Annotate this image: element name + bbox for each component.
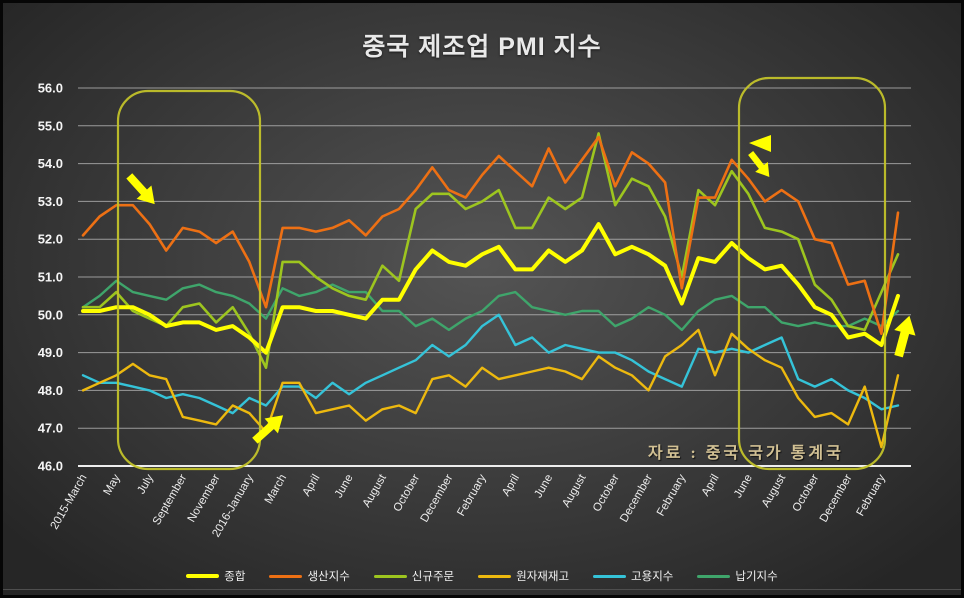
x-axis-tick: October — [591, 472, 622, 514]
y-axis-tick: 50.0 — [38, 307, 63, 322]
x-axis-tick: July — [136, 472, 157, 496]
series-line-delivery — [81, 279, 900, 332]
x-axis-tick: February — [655, 472, 689, 518]
x-axis-tick: June — [333, 473, 356, 501]
legend-label-delivery: 납기지수 — [735, 571, 778, 583]
x-axis-tick: April — [700, 473, 722, 499]
highlight-rect-2018 — [737, 76, 887, 471]
legend-item-delivery: 납기지수 — [697, 568, 778, 584]
chart-title: 중국 제조업 PMI 지수 — [362, 33, 602, 61]
legend-swatch-employment — [593, 574, 627, 578]
legend-label-employment: 고용지수 — [631, 571, 674, 583]
chart-canvas: 56.0 55.0 54.0 53.0 52.0 51.0 50.0 49.0 48.0 47.0… — [38, 76, 916, 539]
x-axis-tick: June — [532, 473, 555, 501]
y-axis-tick: 55.0 — [38, 118, 63, 133]
x-axis-tick: May — [102, 472, 123, 497]
legend-label-composite: 종합 — [224, 571, 246, 583]
x-axis-tick: October — [391, 472, 422, 514]
series-line-new-orders — [81, 132, 900, 370]
x-axis-tick: August — [560, 472, 589, 510]
x-axis-tick: August — [361, 472, 390, 510]
highlight-rect-2015 — [116, 89, 262, 471]
legend-item-composite: 종합 — [186, 568, 245, 584]
chart-legend: 종합 생산지수 신규주문 원자재재고 고용지수 납기지수 — [3, 568, 961, 584]
legend-label-raw-material-inventory: 원자재재고 — [516, 571, 570, 583]
legend-label-production: 생산지수 — [307, 571, 350, 583]
y-axis-tick: 46.0 — [38, 459, 63, 474]
x-axis-tick: April — [301, 473, 323, 499]
source-note: 자료 : 중국 국가 통계국 — [648, 445, 844, 462]
y-axis-tick: 54.0 — [38, 156, 63, 171]
y-axis-tick: 53.0 — [38, 194, 63, 209]
arrow-up-2019 — [894, 315, 916, 358]
x-axis-tick: December — [419, 472, 456, 524]
legend-item-new-orders: 신규주문 — [373, 568, 455, 584]
arrow-up-right-2016 — [252, 415, 284, 444]
y-axis-tick: 56.0 — [38, 81, 63, 96]
y-axis-tick: 49.0 — [38, 345, 63, 360]
x-axis-tick: February — [455, 472, 489, 518]
x-axis-tick: September — [151, 472, 190, 527]
y-axis-tick: 48.0 — [38, 383, 63, 398]
series-line-raw-material-inventory — [81, 328, 900, 449]
x-axis-tick: December — [818, 472, 855, 524]
x-axis-tick: June — [732, 473, 755, 501]
legend-swatch-new-orders — [373, 574, 407, 578]
x-axis-tick: 2015-March — [49, 473, 90, 532]
x-axis-tick: August — [760, 472, 789, 510]
legend-swatch-delivery — [697, 574, 731, 578]
arrow-down-right-2015 — [126, 173, 155, 205]
x-axis-tick: December — [618, 472, 655, 524]
arrow-down-right-2018 — [748, 151, 770, 177]
x-axis-tick: November — [186, 472, 223, 524]
y-axis-tick: 52.0 — [38, 232, 63, 247]
legend-swatch-raw-material-inventory — [478, 574, 512, 578]
legend-item-raw-material-inventory: 원자재재고 — [478, 568, 569, 584]
series-line-employment — [81, 313, 900, 415]
legend-item-production: 생산지수 — [269, 568, 350, 584]
legend-swatch-production — [269, 574, 303, 578]
x-axis-tick: March — [263, 473, 289, 507]
x-axis-tick: February — [855, 472, 889, 518]
y-axis-tick: 51.0 — [38, 270, 63, 285]
series-line-production — [81, 135, 900, 336]
x-axis-tick: October — [791, 472, 822, 514]
y-axis-tick: 47.0 — [38, 421, 63, 436]
x-axis-tick: April — [500, 473, 522, 499]
triangle-left-2018 — [749, 135, 771, 152]
legend-swatch-composite — [186, 574, 220, 578]
legend-item-employment: 고용지수 — [593, 568, 673, 584]
legend-label-new-orders: 신규주문 — [411, 571, 455, 583]
series-line-composite — [81, 222, 900, 355]
